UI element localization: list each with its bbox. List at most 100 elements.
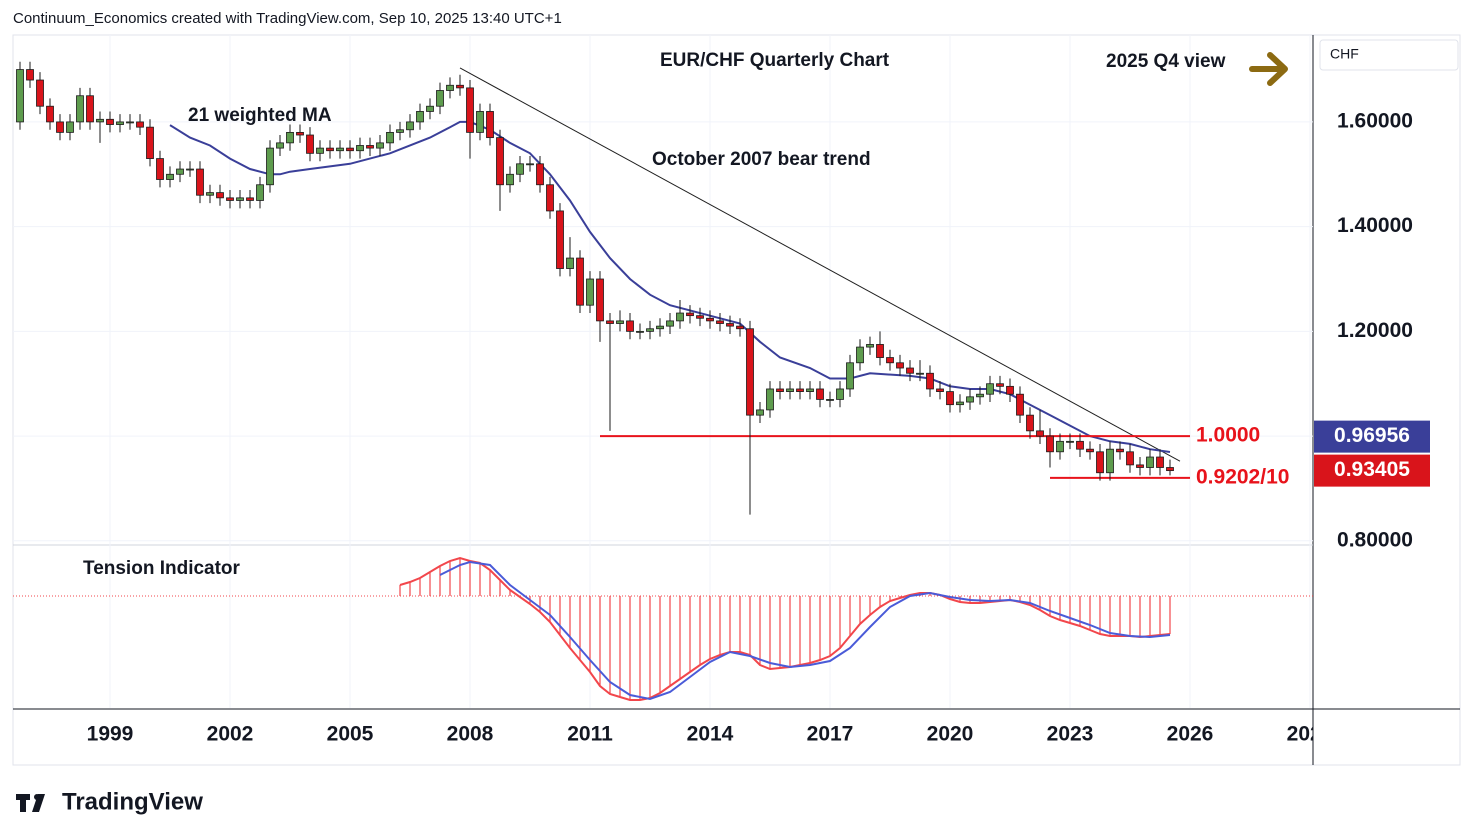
y-tick-label: 1.40000 [1337,214,1413,237]
candle-body [66,121,74,133]
y-tick-label: 1.20000 [1337,319,1413,342]
x-tick-label: 2026 [1167,723,1214,746]
logo: TradingView [16,788,203,815]
candle-body [606,320,614,324]
candle-body [1016,393,1024,416]
candle-body [836,388,844,400]
candle-body [336,147,344,152]
candle-body [1166,467,1174,472]
x-tick-label: 1999 [87,723,134,746]
candle-body [616,320,624,324]
candle-body [716,320,724,324]
candle-body [556,210,564,269]
candle-body [626,320,634,332]
candle-body [16,69,24,123]
candle-body [1136,464,1144,468]
candle-body [286,131,294,144]
candle-body [806,388,814,392]
frame [12,34,1461,766]
candle-body [426,105,434,112]
candle-body [956,401,964,406]
candle-body [1046,435,1054,453]
candle-body [766,388,774,411]
x-tick-label: 2014 [687,723,734,746]
candle-body [496,137,504,186]
ma-label: 21 weighted MA [188,105,332,126]
candle-body [926,372,934,390]
candle-body [746,328,754,416]
candle-body [356,145,364,152]
trendline [459,67,1181,462]
x-tick-label: 2017 [807,723,854,746]
candle-body [886,357,894,364]
plot [13,61,1313,701]
candle-body [156,158,164,180]
x-tick-label: 2029 [1287,723,1334,746]
candle-body [1006,385,1014,395]
candle-body [446,84,454,91]
candle-body [566,257,574,269]
candle-body [196,168,204,196]
x-tick-label: 2020 [927,723,974,746]
candle-body [576,257,584,306]
candle-body [666,320,674,327]
candle-body [996,383,1004,387]
y-tick-label: 1.60000 [1337,109,1413,132]
candle-body [976,393,984,398]
candle-body [866,344,874,348]
candle-body [966,396,974,403]
candle-body [206,192,214,196]
candle-body [826,399,834,401]
candle-body [946,391,954,406]
candle-body [726,323,734,327]
candle-body [86,95,94,123]
candle-body [416,111,424,123]
candle-body [906,367,914,374]
axes: 1999 2002 2005 2008 2011 2014 2017 2020 2023 2026… [87,109,1430,746]
candle-body [696,315,704,319]
candle-body [586,278,594,306]
candle-body [176,168,184,175]
candle-body [106,118,114,125]
candle-body [26,69,34,81]
candle-body [516,163,524,175]
candle-body [706,317,714,322]
candle-body [316,147,324,154]
candle-body [216,192,224,199]
candle-body [236,197,244,201]
x-tick-label: 2023 [1047,723,1094,746]
candle-body [506,173,514,186]
subtitle: 2025 Q4 view [1106,51,1226,72]
candle-body [396,129,404,133]
trendline-label: October 2007 bear trend [652,149,871,170]
candle-body [536,163,544,186]
candle-body [486,111,494,139]
candle-body [76,95,84,123]
candle-body [876,344,884,358]
candle-body [1036,430,1044,437]
close-last-label: 0.93405 [1334,458,1410,481]
candle-body [126,121,134,124]
chart-title: EUR/CHF Quarterly Chart [660,50,890,71]
candle-body [46,105,54,123]
candle-body [306,134,314,154]
candle-body [56,121,64,133]
candle-body [1026,414,1034,432]
candle-body [276,142,284,149]
x-tick-label: 2008 [447,723,494,746]
candle-body [186,168,194,171]
candle-body [526,163,534,166]
level-label: 0.9202/10 [1196,465,1289,488]
candle-body [776,388,784,392]
candle-body [916,372,924,375]
candle-body [936,388,944,392]
candle-body [1076,440,1084,450]
logo-text: TradingView [62,788,203,815]
ma-last-label-box [1314,420,1430,453]
candle-body [146,126,154,159]
candle-body [466,87,474,133]
candle-body [386,131,394,144]
candle-body [246,197,254,201]
